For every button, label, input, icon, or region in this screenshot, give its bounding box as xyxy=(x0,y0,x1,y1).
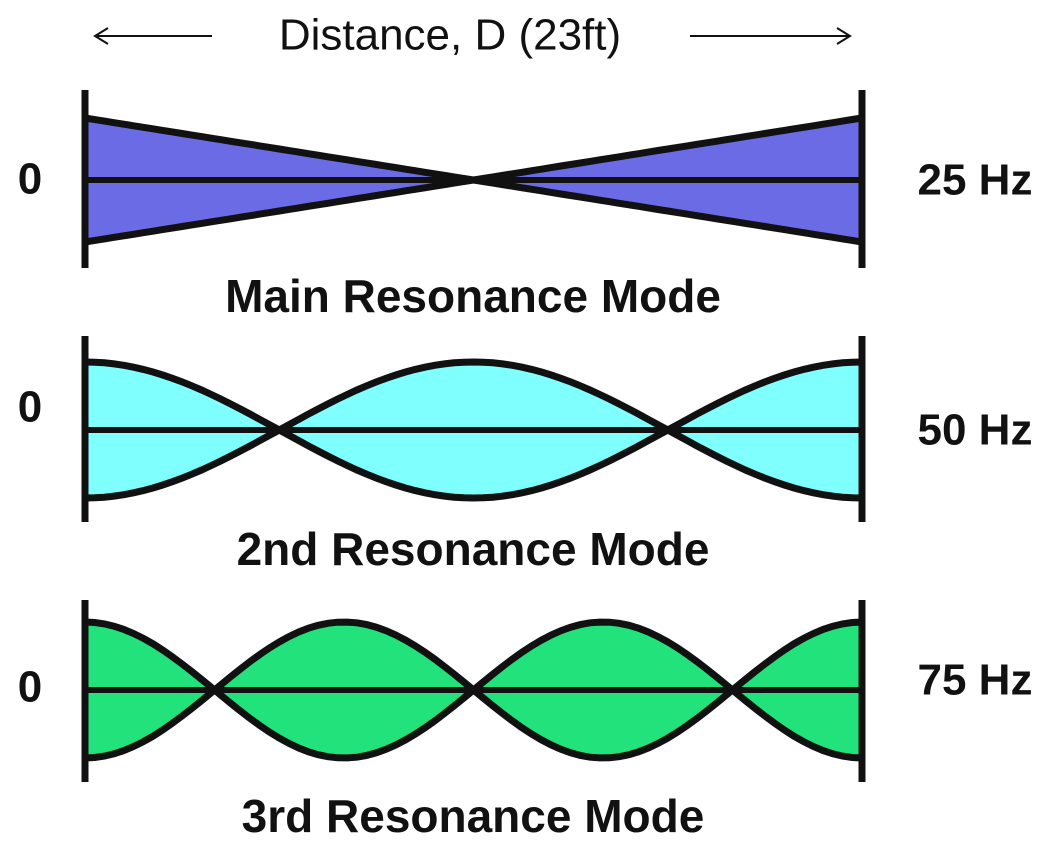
arrow-right-head xyxy=(836,27,852,45)
distance-label: Distance, D (23ft) xyxy=(279,11,621,60)
mode-curve xyxy=(84,358,863,502)
mode-name: 2nd Resonance Mode xyxy=(237,523,710,575)
zero-label: 0 xyxy=(18,663,42,712)
frequency-label: 50 Hz xyxy=(918,406,1033,455)
zero-label: 0 xyxy=(18,383,42,432)
frequency-label: 25 Hz xyxy=(918,156,1033,205)
zero-label: 0 xyxy=(18,155,42,204)
mode-name: Main Resonance Mode xyxy=(225,270,721,322)
mode-curve xyxy=(84,358,863,502)
mode-name: 3rd Resonance Mode xyxy=(242,790,705,842)
arrow-left-head xyxy=(93,27,109,45)
frequency-label: 75 Hz xyxy=(918,656,1033,705)
